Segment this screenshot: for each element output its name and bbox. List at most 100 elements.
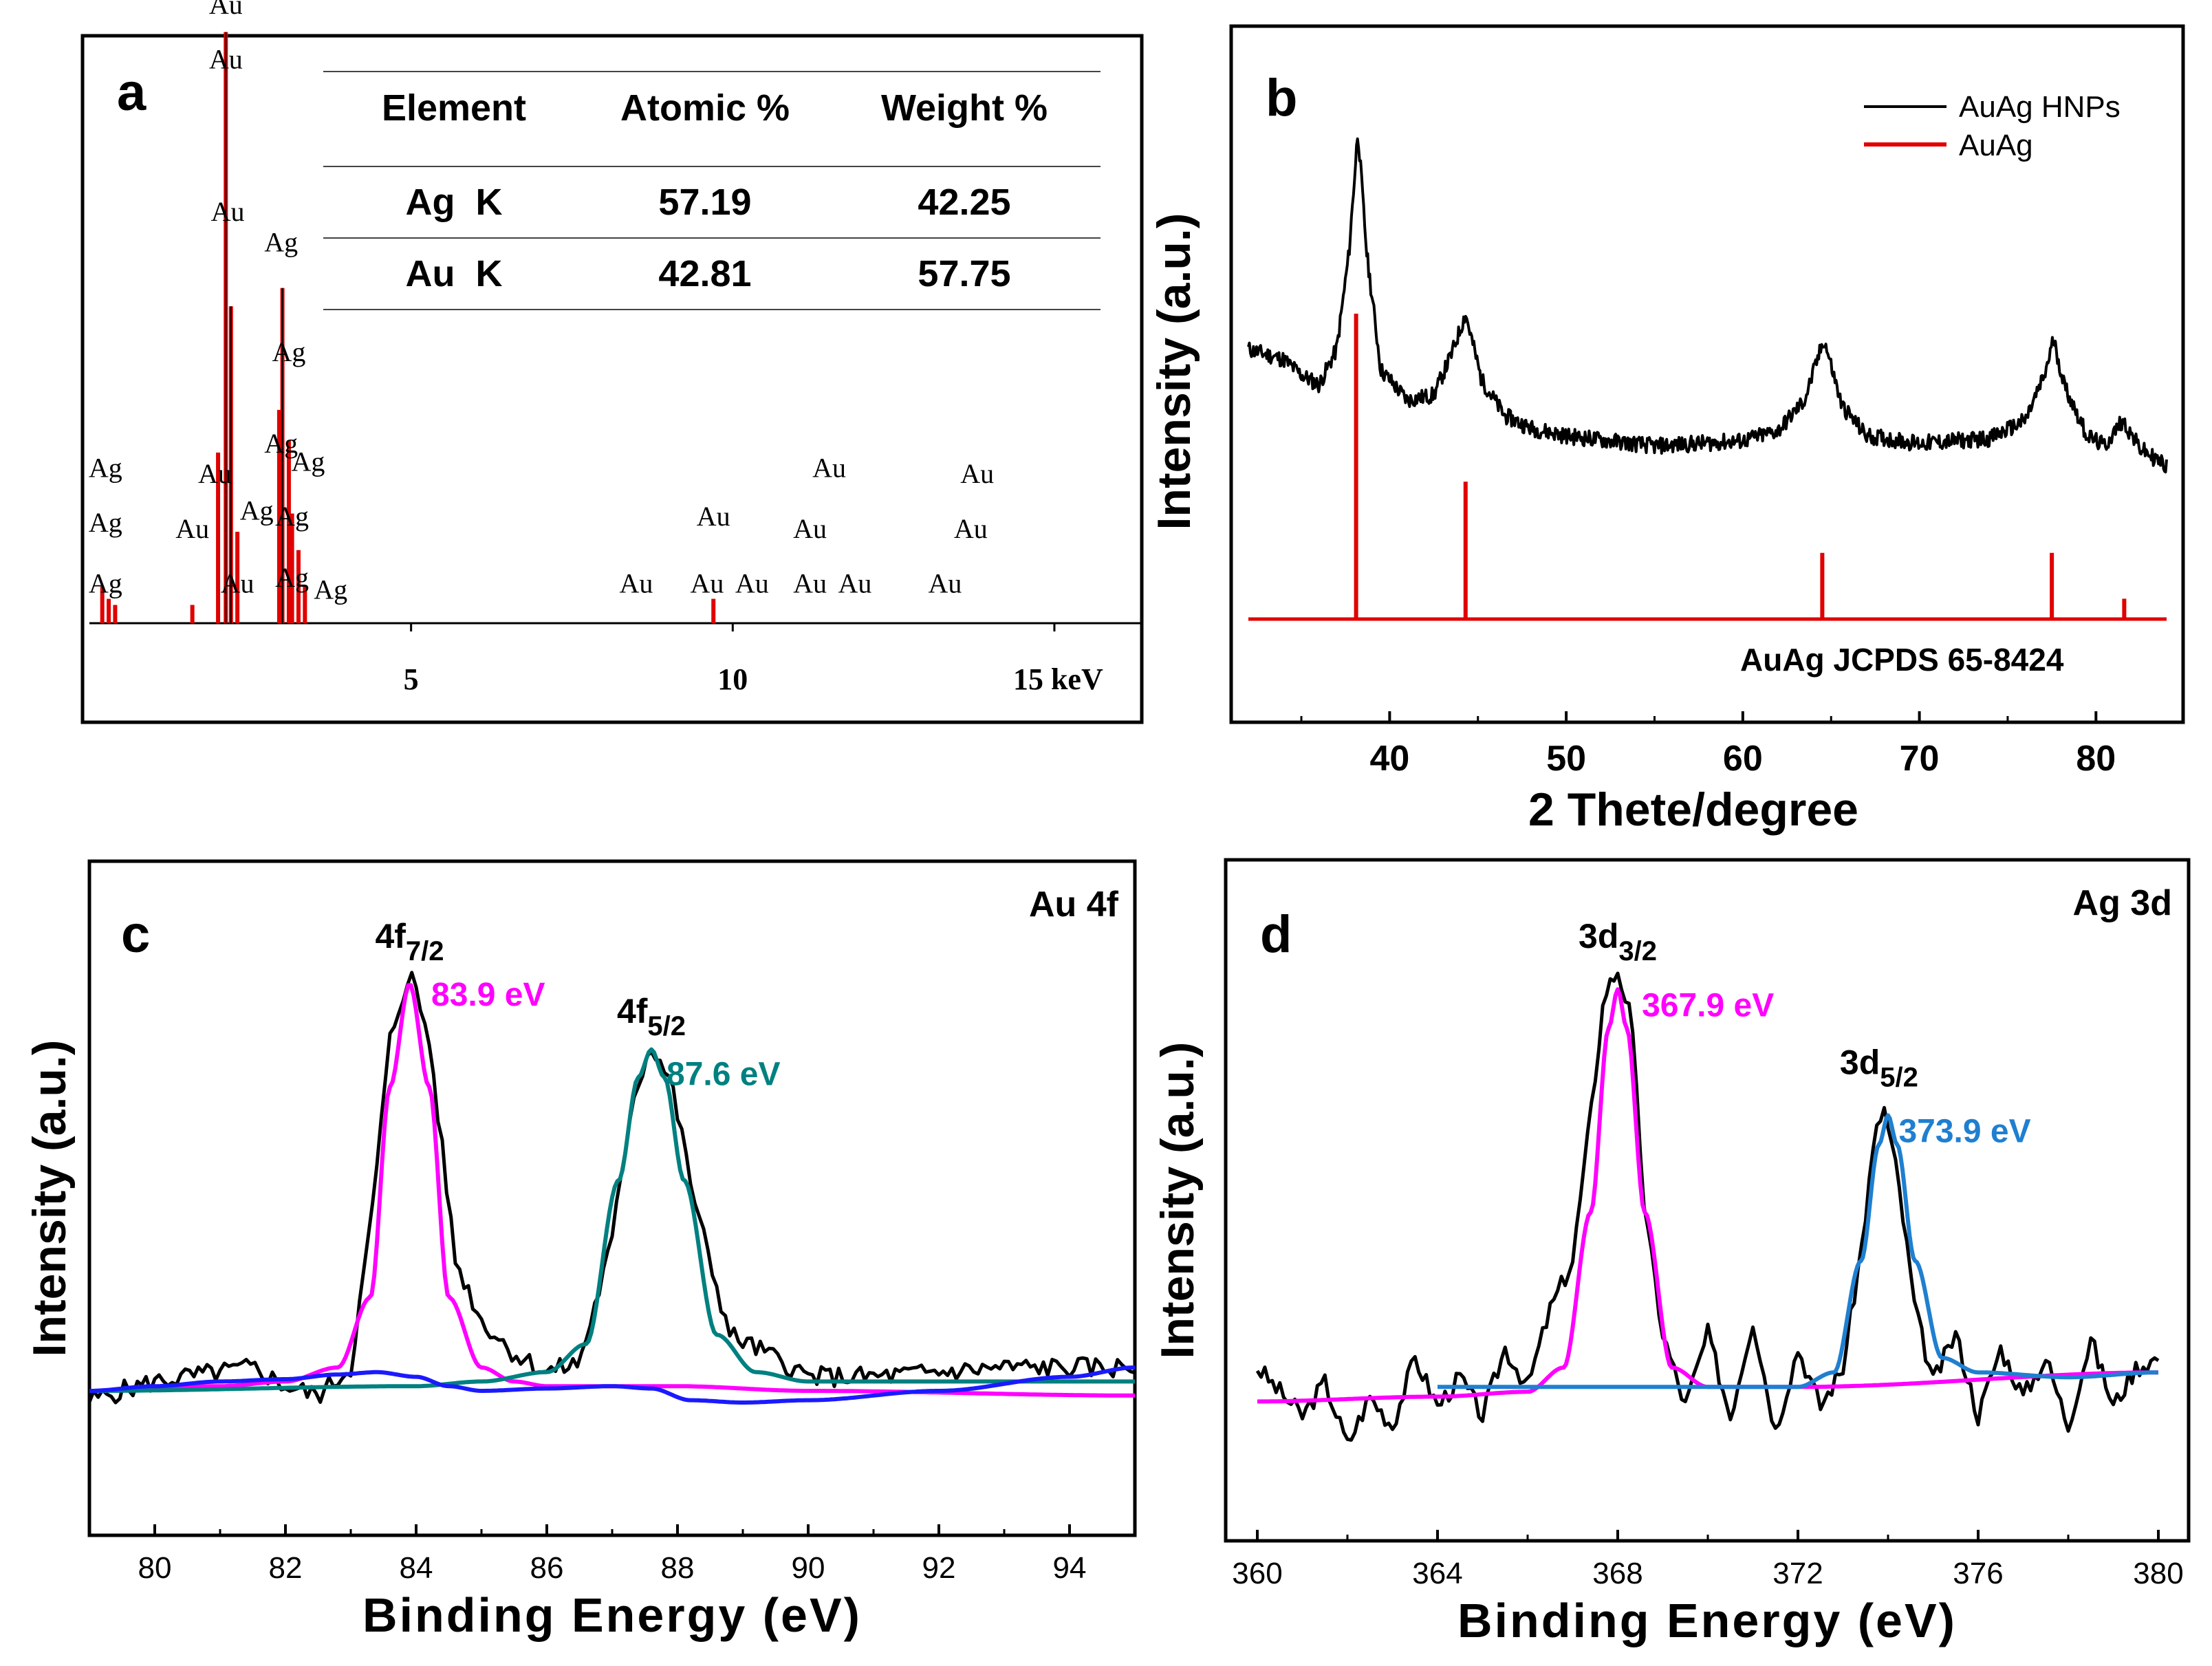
eds-bar <box>235 532 240 623</box>
x-tick-label: 380 <box>2133 1557 2183 1590</box>
eds-peak-label: Au <box>690 568 724 599</box>
table-cell-ag-weight: 42.25 <box>918 182 1010 223</box>
peak-orbital-subscript: 5/2 <box>647 1011 686 1041</box>
eds-peak-label: Ag <box>89 452 122 483</box>
panel-c-plot: 80 82 84 86 88 90 92 94 Au 4f 4f7/2 83.9 eV 4f5/2 87… <box>23 885 1136 1642</box>
x-axis-label: Binding Energy (eV) <box>1457 1594 1957 1647</box>
eds-peak-label: Ag <box>314 574 347 605</box>
panel-a-tick-label: 10 <box>717 662 748 696</box>
eds-bar <box>296 550 301 623</box>
table-cell-au-weight: 57.75 <box>918 253 1010 294</box>
xps-series-2 <box>1437 1113 2159 1389</box>
eds-bar <box>290 513 294 623</box>
peak-orbital-subscript: 5/2 <box>1880 1062 1918 1092</box>
eds-peak-label: Au <box>211 196 245 227</box>
panel-c-letter: c <box>121 905 150 964</box>
panel-b-x-tick-label: 70 <box>1900 739 1940 779</box>
eds-peak-label: Ag <box>275 562 309 593</box>
x-tick-label: 86 <box>530 1551 564 1585</box>
table-cell-au-atomic: 42.81 <box>658 253 751 294</box>
table-cell-au-element: Au K <box>406 253 503 294</box>
eds-peak-label: Ag <box>264 428 298 459</box>
eds-bar <box>276 409 281 623</box>
x-tick-label: 376 <box>1953 1557 2003 1590</box>
panel-a-spectrum <box>100 32 716 623</box>
eds-peak-label: Au <box>198 458 232 489</box>
x-tick-label: 360 <box>1232 1557 1282 1590</box>
xps-series-0 <box>1255 971 2160 1442</box>
eds-peak-label: Au <box>929 568 962 599</box>
eds-bar <box>303 586 307 623</box>
eds-peak-label: Ag <box>264 227 298 258</box>
xps-series-3 <box>89 1365 1136 1405</box>
panel-a-tick-label: 5 <box>404 662 419 696</box>
x-tick-label: 364 <box>1412 1557 1462 1590</box>
eds-peak-label: Ag <box>292 446 325 477</box>
x-tick-label: 372 <box>1772 1557 1823 1590</box>
peak-orbital-label: 4f5/2 <box>617 992 686 1041</box>
eds-peak-label: Ag <box>240 495 274 526</box>
panel-a-table: Element Atomic % Weight % Ag K 57.19 42.… <box>323 71 1100 310</box>
eds-peak-label: Au <box>793 513 827 544</box>
x-tick-label: 92 <box>922 1551 956 1585</box>
eds-bar <box>216 452 221 623</box>
legend-label-auag: AuAg <box>1959 129 2033 162</box>
panel-b-letter: b <box>1266 69 1297 127</box>
eds-peak-label: Ag <box>272 336 305 367</box>
x-tick-label: 80 <box>138 1551 172 1585</box>
panel-b-xrd: b 40 50 60 70 80 AuAg JCPDS 65-8424 AuAg HNPs A… <box>1148 24 2185 836</box>
peak-orbital-label: 3d3/2 <box>1579 917 1657 966</box>
panel-d-frame <box>1224 858 2191 1543</box>
table-header-weight: Weight % <box>881 87 1048 129</box>
panel-b-x-tick-label: 50 <box>1546 739 1586 779</box>
legend-label-hnps: AuAg HNPs <box>1959 90 2121 124</box>
eds-peak-label: Au <box>960 458 994 489</box>
peak-orbital-subscript: 7/2 <box>406 936 444 966</box>
x-tick-label: 82 <box>269 1551 303 1585</box>
panel-a-letter: a <box>117 63 147 122</box>
eds-bar <box>107 598 111 623</box>
xps-series-0 <box>87 971 1136 1405</box>
eds-peak-label: Ag <box>89 568 122 599</box>
peak-orbital-label: 4f7/2 <box>375 917 444 966</box>
table-cell-ag-atomic: 57.19 <box>658 182 751 223</box>
eds-peak-label: Au <box>620 568 653 599</box>
panel-b-x-tick-label: 60 <box>1723 739 1763 779</box>
x-tick-label: 368 <box>1592 1557 1642 1590</box>
panel-b-plot: 40 50 60 70 80 AuAg JCPDS 65-8424 AuAg HNPs AuA… <box>1148 90 2168 836</box>
eds-peak-label: Au <box>221 568 254 599</box>
y-axis-label: Intensity (a.u.) <box>1151 1042 1204 1359</box>
panel-b-y-axis-label: Intensity (a.u.) <box>1148 213 1200 530</box>
eds-peak-label: Au <box>209 44 243 75</box>
eds-peak-label: Au <box>812 452 846 483</box>
panel-a-tick-labels: 5 10 15 keV <box>404 623 1103 696</box>
xps-series-1 <box>1257 987 2158 1404</box>
panel-b-x-tick-label: 80 <box>2076 739 2116 779</box>
eds-bar <box>711 598 716 623</box>
x-tick-label: 84 <box>400 1551 433 1585</box>
x-axis-label: Binding Energy (eV) <box>362 1588 862 1642</box>
eds-bar <box>190 605 195 623</box>
eds-peak-label: Au <box>697 501 730 532</box>
panel-b-x-axis-label: 2 Thete/degree <box>1528 783 1858 836</box>
eds-peak-label: Ag <box>275 501 309 532</box>
eds-bar <box>113 605 118 623</box>
xps-title: Ag 3d <box>2073 883 2172 923</box>
panel-a-frame <box>80 34 1144 724</box>
eds-peak-label: Au <box>175 513 209 544</box>
eds-peak-label: Au <box>793 568 827 599</box>
y-axis-label: Intensity (a.u.) <box>23 1040 76 1357</box>
panel-b-x-tick-label: 40 <box>1369 739 1409 779</box>
xps-series-2 <box>89 1047 1135 1393</box>
peak-energy-label: 83.9 eV <box>431 977 545 1013</box>
peak-energy-label: 87.6 eV <box>666 1057 780 1093</box>
eds-bar <box>286 440 291 623</box>
panel-d-letter: d <box>1260 905 1292 964</box>
xrd-pattern-line <box>1247 137 2168 474</box>
panel-d-xps-ag3d: d 360 364 368 372 376 380 Ag 3d 3d3/2 367.9 eV 3d… <box>1151 858 2191 1647</box>
peak-orbital-subscript: 3/2 <box>1618 936 1657 966</box>
eds-bar <box>100 586 105 623</box>
